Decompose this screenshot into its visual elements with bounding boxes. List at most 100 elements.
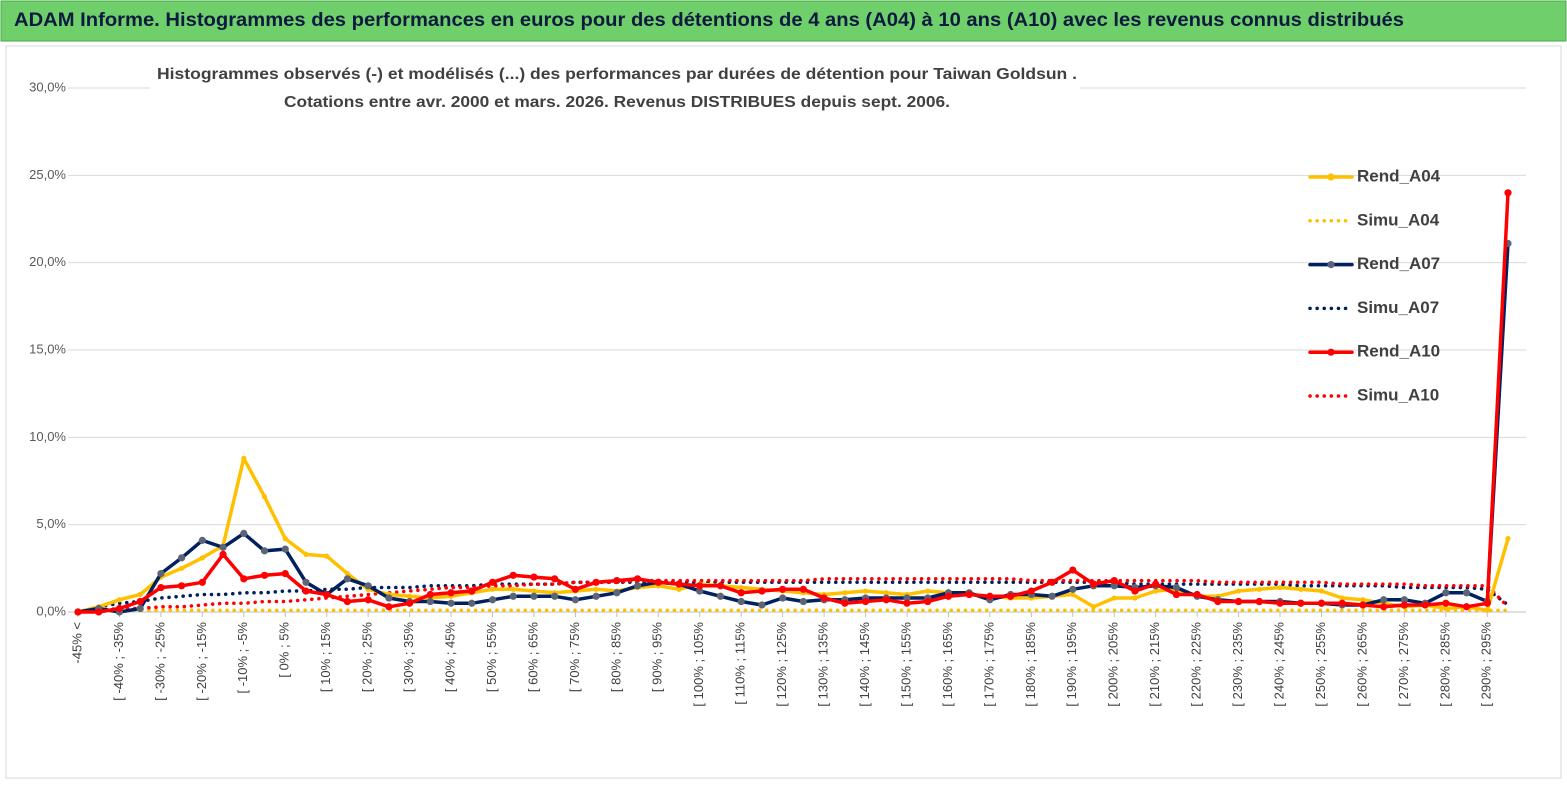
point [240,575,248,583]
point [571,585,579,593]
point [633,575,642,583]
point [882,596,890,604]
point [1380,603,1388,611]
point [1462,589,1471,597]
point [260,547,269,555]
x-tick-label: [ -40% ; -35% [111,622,126,701]
point [1277,584,1283,591]
x-tick-label: [ 250% ; 255% [1313,622,1328,707]
x-tick-label: [ 150% ; 155% [898,622,913,707]
point [654,578,662,586]
point [1153,588,1159,594]
y-tick-label: 30,0% [29,79,66,94]
x-tick-label: [ -10% ; -5% [235,622,250,694]
point [1380,596,1388,604]
point [406,593,413,599]
point [986,592,994,600]
point [799,597,807,606]
x-tick-label: [ 0% ; 5% [277,622,292,678]
point [1110,582,1118,590]
point [1400,601,1408,609]
point [925,588,931,594]
point [696,587,704,595]
point [198,536,206,544]
x-tick-label: [ 240% ; 245% [1271,622,1286,707]
x-tick-label: [ 190% ; 195% [1064,622,1079,707]
point [323,590,331,599]
point [530,592,538,600]
point [903,599,911,607]
point [1484,607,1490,613]
point [842,590,848,596]
point [1338,599,1346,607]
point [820,594,828,602]
point [1443,605,1449,612]
x-tick-label: [ 140% ; 145% [857,622,872,707]
point [1069,566,1077,574]
point [261,494,268,500]
point [1235,588,1242,594]
point [1214,597,1222,606]
point [447,589,455,597]
point [1048,578,1056,586]
point [385,603,393,611]
legend-marker [1327,348,1335,356]
x-tick-label: [ 60% ; 65% [525,622,540,693]
point [324,553,330,559]
point [343,575,352,583]
point [488,596,497,604]
point [385,594,393,602]
point [282,536,288,542]
x-tick-label: [ 270% ; 275% [1396,622,1411,707]
point [137,591,143,598]
point [716,582,725,590]
point [489,586,496,592]
point [737,589,745,597]
point [1089,580,1098,588]
point [136,597,144,606]
x-tick-label: [ 80% ; 85% [608,622,623,693]
title-banner [0,0,1567,42]
point [1131,587,1139,595]
point [1255,597,1263,606]
y-tick-label: 25,0% [29,167,66,182]
subtitle-box [150,58,1080,118]
point [861,597,870,606]
x-tick-label: [ 230% ; 235% [1230,622,1245,707]
point [468,599,476,607]
x-tick-label: [ 50% ; 55% [484,622,499,693]
x-tick-label: [ 10% ; 15% [318,622,333,693]
point [737,597,745,606]
point [115,604,124,613]
point [1152,580,1160,588]
point [676,586,682,592]
point [1421,601,1429,609]
point [593,586,599,592]
observed-line [76,191,1510,614]
point [530,573,538,581]
point [1297,599,1305,607]
x-tick-label: [ 40% ; 45% [442,622,457,693]
point [592,592,600,600]
point [1442,589,1450,597]
point [799,585,807,593]
point [1318,588,1325,594]
x-tick-label: [ 130% ; 135% [816,622,831,707]
point [1172,583,1181,592]
point [241,455,247,461]
point [613,589,621,597]
point [344,570,351,577]
point [405,599,414,607]
legend-label: Rend_A04 [1357,166,1441,185]
point [343,597,352,606]
point [613,576,621,585]
legend-label: Simu_A10 [1357,385,1439,404]
x-tick-label: [ 110% ; 115% [733,622,748,705]
point [1400,596,1408,604]
x-tick-label: [ 210% ; 215% [1147,622,1162,707]
point [116,597,123,603]
point [219,550,227,558]
point [1339,595,1345,601]
point [1070,591,1076,598]
x-tick-label: [ 90% ; 95% [650,622,665,693]
